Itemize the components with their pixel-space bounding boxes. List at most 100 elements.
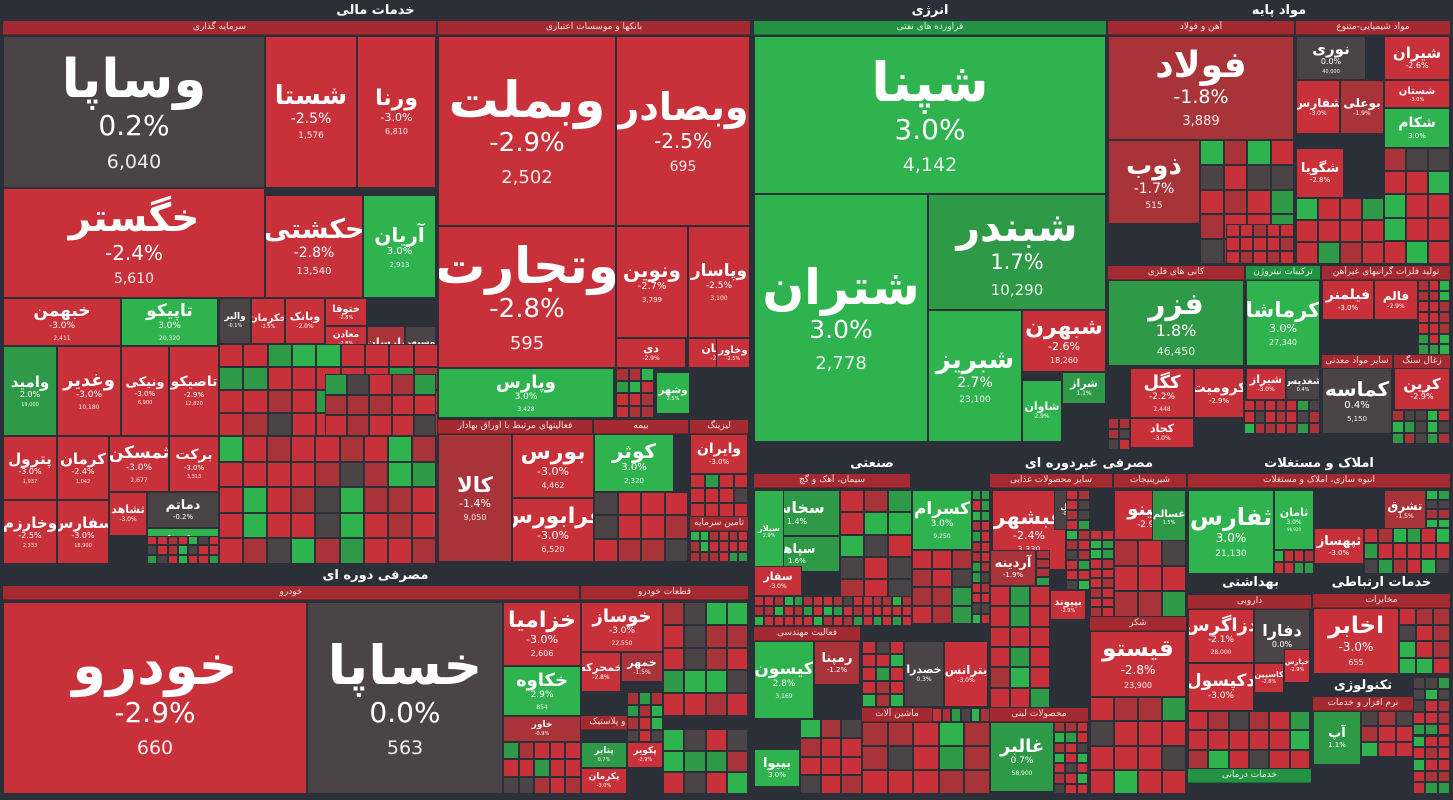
treemap-cell[interactable] bbox=[1378, 558, 1393, 574]
treemap-cell[interactable] bbox=[972, 562, 981, 573]
treemap-cell[interactable] bbox=[347, 415, 370, 436]
treemap-cell[interactable] bbox=[972, 541, 981, 552]
treemap-cell[interactable] bbox=[912, 568, 932, 587]
treemap-cell[interactable] bbox=[1413, 747, 1426, 759]
treemap-cell[interactable] bbox=[1297, 411, 1309, 423]
treemap-cell[interactable] bbox=[1406, 148, 1428, 172]
treemap-cell[interactable] bbox=[1066, 560, 1078, 570]
treemap-cell[interactable] bbox=[1364, 558, 1379, 574]
treemap-cell[interactable] bbox=[890, 693, 904, 707]
treemap-cell[interactable] bbox=[932, 550, 952, 569]
treemap-cell[interactable] bbox=[594, 515, 618, 539]
treemap-cell[interactable] bbox=[941, 708, 952, 722]
treemap-cell[interactable] bbox=[1076, 763, 1088, 774]
treemap-cell[interactable] bbox=[639, 729, 651, 742]
treemap-cell[interactable] bbox=[1426, 518, 1438, 528]
treemap-cell[interactable] bbox=[664, 515, 688, 539]
treemap-cell[interactable] bbox=[1296, 198, 1318, 220]
treemap-cell[interactable] bbox=[1364, 528, 1379, 544]
treemap-cell[interactable] bbox=[243, 512, 268, 539]
treemap-cell[interactable] bbox=[728, 551, 739, 562]
treemap-cell[interactable] bbox=[1418, 312, 1429, 323]
treemap-tile[interactable]: خصدرا 0.3% bbox=[904, 641, 944, 707]
treemap-cell[interactable] bbox=[1415, 410, 1427, 422]
treemap-cell[interactable] bbox=[565, 759, 581, 777]
treemap-cell[interactable] bbox=[594, 492, 618, 516]
treemap-cell[interactable] bbox=[980, 708, 990, 722]
treemap-cell[interactable] bbox=[157, 536, 168, 546]
treemap-cell[interactable] bbox=[754, 606, 764, 616]
treemap-cell[interactable] bbox=[1036, 550, 1050, 559]
treemap-cell[interactable] bbox=[964, 722, 990, 746]
treemap-cell[interactable] bbox=[413, 344, 438, 367]
treemap-cell[interactable] bbox=[1265, 400, 1276, 412]
treemap-tile[interactable]: پکویر -2.9% bbox=[627, 742, 663, 768]
treemap-cell[interactable] bbox=[411, 512, 436, 539]
treemap-cell[interactable] bbox=[565, 742, 581, 760]
treemap-cell[interactable] bbox=[862, 606, 873, 616]
treemap-cell[interactable] bbox=[684, 729, 706, 751]
treemap-cell[interactable] bbox=[1428, 217, 1450, 241]
treemap-tile[interactable]: آریان 3.0% 2,913 bbox=[363, 195, 436, 298]
treemap-cell[interactable] bbox=[198, 536, 209, 546]
treemap-cell[interactable] bbox=[325, 374, 348, 395]
treemap-cell[interactable] bbox=[291, 538, 316, 564]
treemap-cell[interactable] bbox=[882, 596, 893, 606]
treemap-cell[interactable] bbox=[1418, 290, 1429, 302]
treemap-cell[interactable] bbox=[1433, 608, 1450, 625]
treemap-cell[interactable] bbox=[1188, 730, 1209, 750]
treemap-cell[interactable] bbox=[1076, 732, 1088, 743]
treemap-tile[interactable]: وساپا 0.2% 6,040 bbox=[3, 36, 265, 188]
treemap-cell[interactable] bbox=[862, 654, 876, 668]
treemap-cell[interactable] bbox=[1090, 697, 1114, 722]
treemap-tile[interactable]: ثشاهد -3.0% bbox=[109, 492, 147, 536]
treemap-cell[interactable] bbox=[1289, 749, 1310, 769]
treemap-cell[interactable] bbox=[1384, 217, 1406, 241]
treemap-cell[interactable] bbox=[664, 538, 688, 562]
treemap-tile[interactable]: آردینه -1.9% bbox=[990, 550, 1036, 586]
treemap-tile[interactable]: قیستو -2.8% 23,900 bbox=[1090, 631, 1186, 697]
treemap-cell[interactable] bbox=[219, 487, 244, 513]
treemap-cell[interactable] bbox=[1294, 550, 1304, 562]
treemap-cell[interactable] bbox=[1340, 220, 1362, 242]
treemap-cell[interactable] bbox=[872, 606, 883, 616]
treemap-cell[interactable] bbox=[1254, 411, 1265, 423]
treemap-cell[interactable] bbox=[1254, 400, 1265, 412]
treemap-cell[interactable] bbox=[1403, 410, 1416, 422]
treemap-cell[interactable] bbox=[147, 554, 158, 564]
treemap-cell[interactable] bbox=[1406, 171, 1428, 195]
treemap-cell[interactable] bbox=[1433, 624, 1450, 641]
treemap-cell[interactable] bbox=[1078, 570, 1090, 580]
treemap-tile[interactable]: شستان -3.0% bbox=[1384, 80, 1450, 108]
treemap-cell[interactable] bbox=[1433, 657, 1450, 674]
treemap-tile[interactable]: خکاوه 2.9% 854 bbox=[503, 666, 581, 716]
treemap-tile[interactable]: سفار -3.0% bbox=[754, 566, 802, 596]
treemap-cell[interactable] bbox=[820, 756, 842, 776]
treemap-cell[interactable] bbox=[1413, 712, 1426, 724]
treemap-cell[interactable] bbox=[833, 616, 843, 626]
treemap-cell[interactable] bbox=[565, 776, 581, 794]
treemap-cell[interactable] bbox=[1102, 568, 1114, 579]
treemap-cell[interactable] bbox=[1426, 432, 1439, 444]
treemap-tile[interactable]: ورنا -3.0% 6,810 bbox=[357, 36, 436, 188]
treemap-cell[interactable] bbox=[1395, 741, 1413, 757]
treemap-cell[interactable] bbox=[733, 488, 748, 503]
treemap-cell[interactable] bbox=[862, 616, 873, 626]
treemap-cell[interactable] bbox=[387, 487, 412, 513]
treemap-cell[interactable] bbox=[1249, 730, 1270, 750]
treemap-cell[interactable] bbox=[1065, 763, 1077, 774]
treemap-cell[interactable] bbox=[339, 512, 364, 539]
treemap-cell[interactable] bbox=[840, 490, 864, 513]
treemap-cell[interactable] bbox=[882, 606, 893, 616]
treemap-tile[interactable]: ذوب -1.7% 515 bbox=[1108, 140, 1200, 224]
treemap-cell[interactable] bbox=[1426, 499, 1438, 509]
treemap-tile[interactable]: وپاسار -2.5% 3,100 bbox=[688, 226, 750, 338]
treemap-cell[interactable] bbox=[800, 737, 821, 757]
treemap-cell[interactable] bbox=[823, 596, 833, 606]
treemap-cell[interactable] bbox=[1102, 559, 1114, 569]
treemap-cell[interactable] bbox=[1399, 624, 1416, 641]
treemap-cell[interactable] bbox=[363, 538, 388, 564]
treemap-cell[interactable] bbox=[1418, 301, 1429, 313]
treemap-cell[interactable] bbox=[990, 586, 1010, 607]
treemap-cell[interactable] bbox=[981, 531, 990, 542]
